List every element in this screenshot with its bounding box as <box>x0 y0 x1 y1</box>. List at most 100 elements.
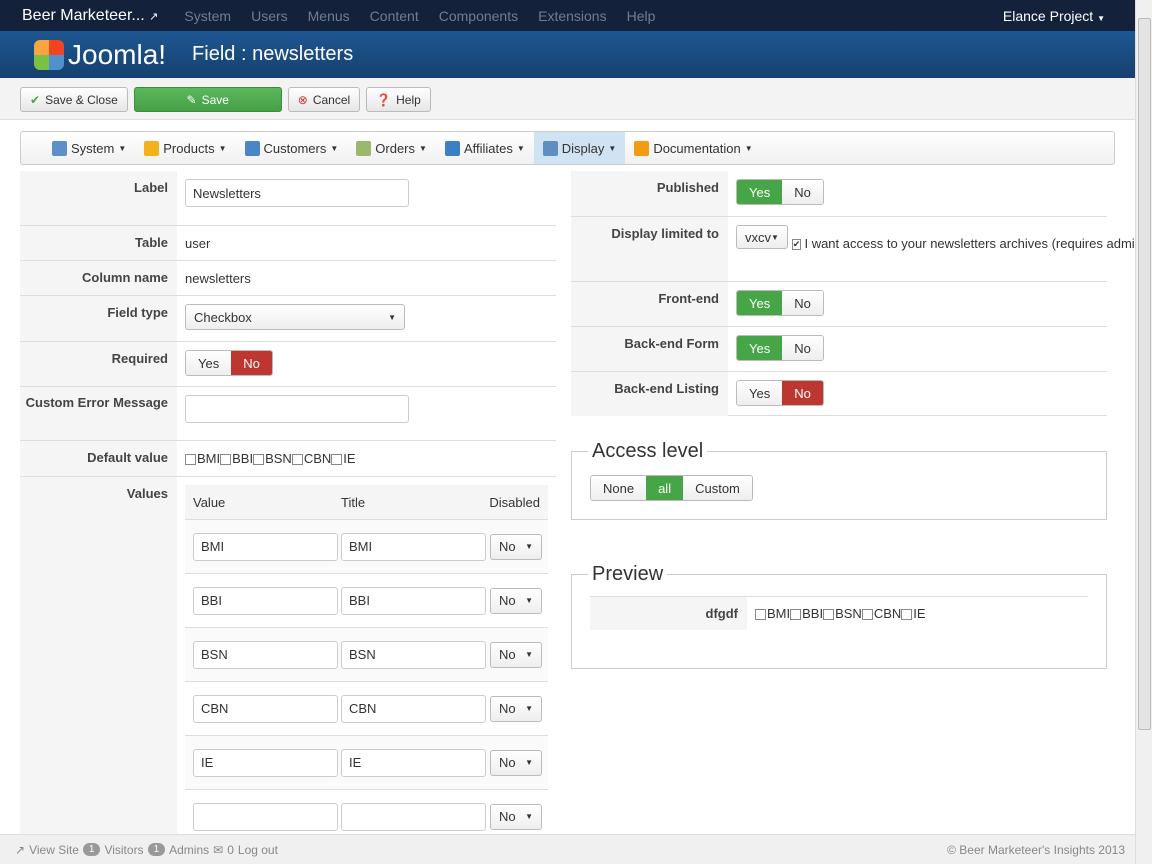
help-label: Help <box>396 92 421 107</box>
menu-help[interactable]: Help <box>626 7 656 24</box>
display-limited-select[interactable]: vxcv ▼ <box>736 225 788 249</box>
value-input[interactable]: CBN <box>193 694 338 723</box>
value-input[interactable] <box>193 802 338 831</box>
title-input[interactable]: BMI <box>341 532 486 561</box>
cancel-label: Cancel <box>312 92 351 107</box>
submenu-products[interactable]: Products ▼ <box>135 132 235 164</box>
access-custom[interactable]: Custom <box>683 476 752 500</box>
save-close-button[interactable]: ✔ Save & Close <box>20 87 128 112</box>
column-value: newsletters <box>185 271 251 286</box>
orders-icon <box>356 140 372 156</box>
backend-listing-yes[interactable]: Yes <box>737 381 783 405</box>
backend-form-yes[interactable]: Yes <box>737 336 783 360</box>
caret-down-icon: ▼ <box>608 143 617 153</box>
access-all[interactable]: all <box>646 476 684 500</box>
user-menu[interactable]: Elance Project ▼ <box>1003 8 1105 24</box>
checkbox[interactable] <box>755 609 766 620</box>
access-checkbox-text: I want access to your newsletters archiv… <box>804 236 1152 251</box>
submenu-customers[interactable]: Customers ▼ <box>236 132 348 164</box>
checkbox-label: BMI <box>767 606 791 621</box>
title-input[interactable]: BSN <box>341 640 486 669</box>
disabled-value: No <box>499 593 516 608</box>
checkbox[interactable] <box>220 454 232 465</box>
view-site-link[interactable]: View Site <box>29 842 79 857</box>
custom-error-input[interactable] <box>185 395 409 423</box>
title-input[interactable]: CBN <box>341 694 486 723</box>
checkbox[interactable] <box>253 454 265 465</box>
disabled-select[interactable]: No ▼ <box>490 749 542 776</box>
title-input[interactable]: IE <box>341 748 486 777</box>
value-input[interactable]: BBI <box>193 586 338 615</box>
checkbox-label: IE <box>343 451 356 466</box>
system-icon <box>52 140 67 156</box>
checkbox[interactable] <box>185 454 196 465</box>
required-label: Required <box>20 342 177 386</box>
value-input[interactable]: BSN <box>193 640 338 669</box>
submenu-affiliates[interactable]: Affiliates ▼ <box>436 132 534 164</box>
menu-components[interactable]: Components <box>438 7 519 24</box>
disabled-select[interactable]: No ▼ <box>490 533 542 560</box>
scrollbar-thumb[interactable] <box>1138 18 1151 730</box>
value-row: CBN CBN No ▼ <box>185 682 548 736</box>
submenu-label: Products <box>163 140 215 156</box>
submenu-system[interactable]: System ▼ <box>43 132 135 164</box>
frontend-toggle: Yes No <box>736 290 824 316</box>
backend-form-no[interactable]: No <box>782 336 823 360</box>
frontend-yes[interactable]: Yes <box>737 291 783 315</box>
external-link-icon: ↗ <box>15 842 26 857</box>
required-yes[interactable]: Yes <box>186 351 232 375</box>
published-yes[interactable]: Yes <box>737 180 783 204</box>
values-header: Value Title Disabled <box>185 485 548 520</box>
checkbox-label: BMI <box>197 451 221 466</box>
fieldtype-label: Field type <box>20 296 177 341</box>
disabled-select[interactable]: No ▼ <box>490 695 542 722</box>
published-no[interactable]: No <box>782 180 823 204</box>
save-button[interactable]: ✎ Save <box>133 87 282 112</box>
menu-users[interactable]: Users <box>251 7 288 24</box>
access-checkbox[interactable]: ✔ <box>791 239 802 250</box>
disabled-select[interactable]: No ▼ <box>490 641 542 668</box>
menu-content[interactable]: Content <box>369 7 419 24</box>
menu-extensions[interactable]: Extensions <box>538 7 607 24</box>
access-none[interactable]: None <box>591 476 647 500</box>
label-label: Label <box>20 171 177 225</box>
menu-menus[interactable]: Menus <box>307 7 350 24</box>
external-link-icon: ↗ <box>149 10 159 23</box>
cancel-button[interactable]: ⊗ Cancel <box>287 87 361 112</box>
submenu-orders[interactable]: Orders ▼ <box>347 132 436 164</box>
site-link[interactable]: Beer Marketeer... ↗ <box>22 7 158 25</box>
backend-listing-no[interactable]: No <box>782 381 823 405</box>
submenu-documentation[interactable]: Documentation ▼ <box>625 132 761 164</box>
messages-count[interactable]: 0 <box>227 842 234 857</box>
value-input[interactable]: IE <box>193 748 338 777</box>
disabled-select[interactable]: No ▼ <box>490 803 542 830</box>
frontend-no[interactable]: No <box>782 291 823 315</box>
help-button[interactable]: ❓ Help <box>366 87 431 112</box>
logout-link[interactable]: Log out <box>237 842 278 857</box>
menu-system[interactable]: System <box>184 7 232 24</box>
checkbox[interactable] <box>861 609 873 620</box>
checkbox[interactable] <box>823 609 835 620</box>
table-label: Table <box>20 226 177 260</box>
published-toggle: Yes No <box>736 179 824 205</box>
title-input[interactable] <box>341 802 486 831</box>
value-input[interactable]: BMI <box>193 532 338 561</box>
checkbox[interactable] <box>291 454 303 465</box>
title-input[interactable]: BBI <box>341 586 486 615</box>
values-table: Value Title Disabled BMI BMI No ▼ BBI BBI… <box>177 477 556 844</box>
disabled-value: No <box>499 539 516 554</box>
fieldtype-select[interactable]: Checkbox ▼ <box>185 304 405 330</box>
caret-down-icon: ▼ <box>1097 13 1105 23</box>
disabled-select[interactable]: No ▼ <box>490 587 542 614</box>
display-limited-value: vxcv <box>745 229 771 245</box>
label-input[interactable]: Newsletters <box>185 179 409 207</box>
row-default-value: Default value BMI BBI BSN CBN IE <box>20 440 556 476</box>
checkbox[interactable] <box>901 609 913 620</box>
submenu-display[interactable]: Display ▼ <box>533 132 626 164</box>
scrollbar[interactable] <box>1135 0 1152 864</box>
caret-down-icon: ▼ <box>525 758 533 767</box>
checkbox[interactable] <box>331 454 343 465</box>
required-no[interactable]: No <box>231 351 272 375</box>
user-name: Elance Project <box>1002 7 1094 24</box>
checkbox[interactable] <box>790 609 802 620</box>
